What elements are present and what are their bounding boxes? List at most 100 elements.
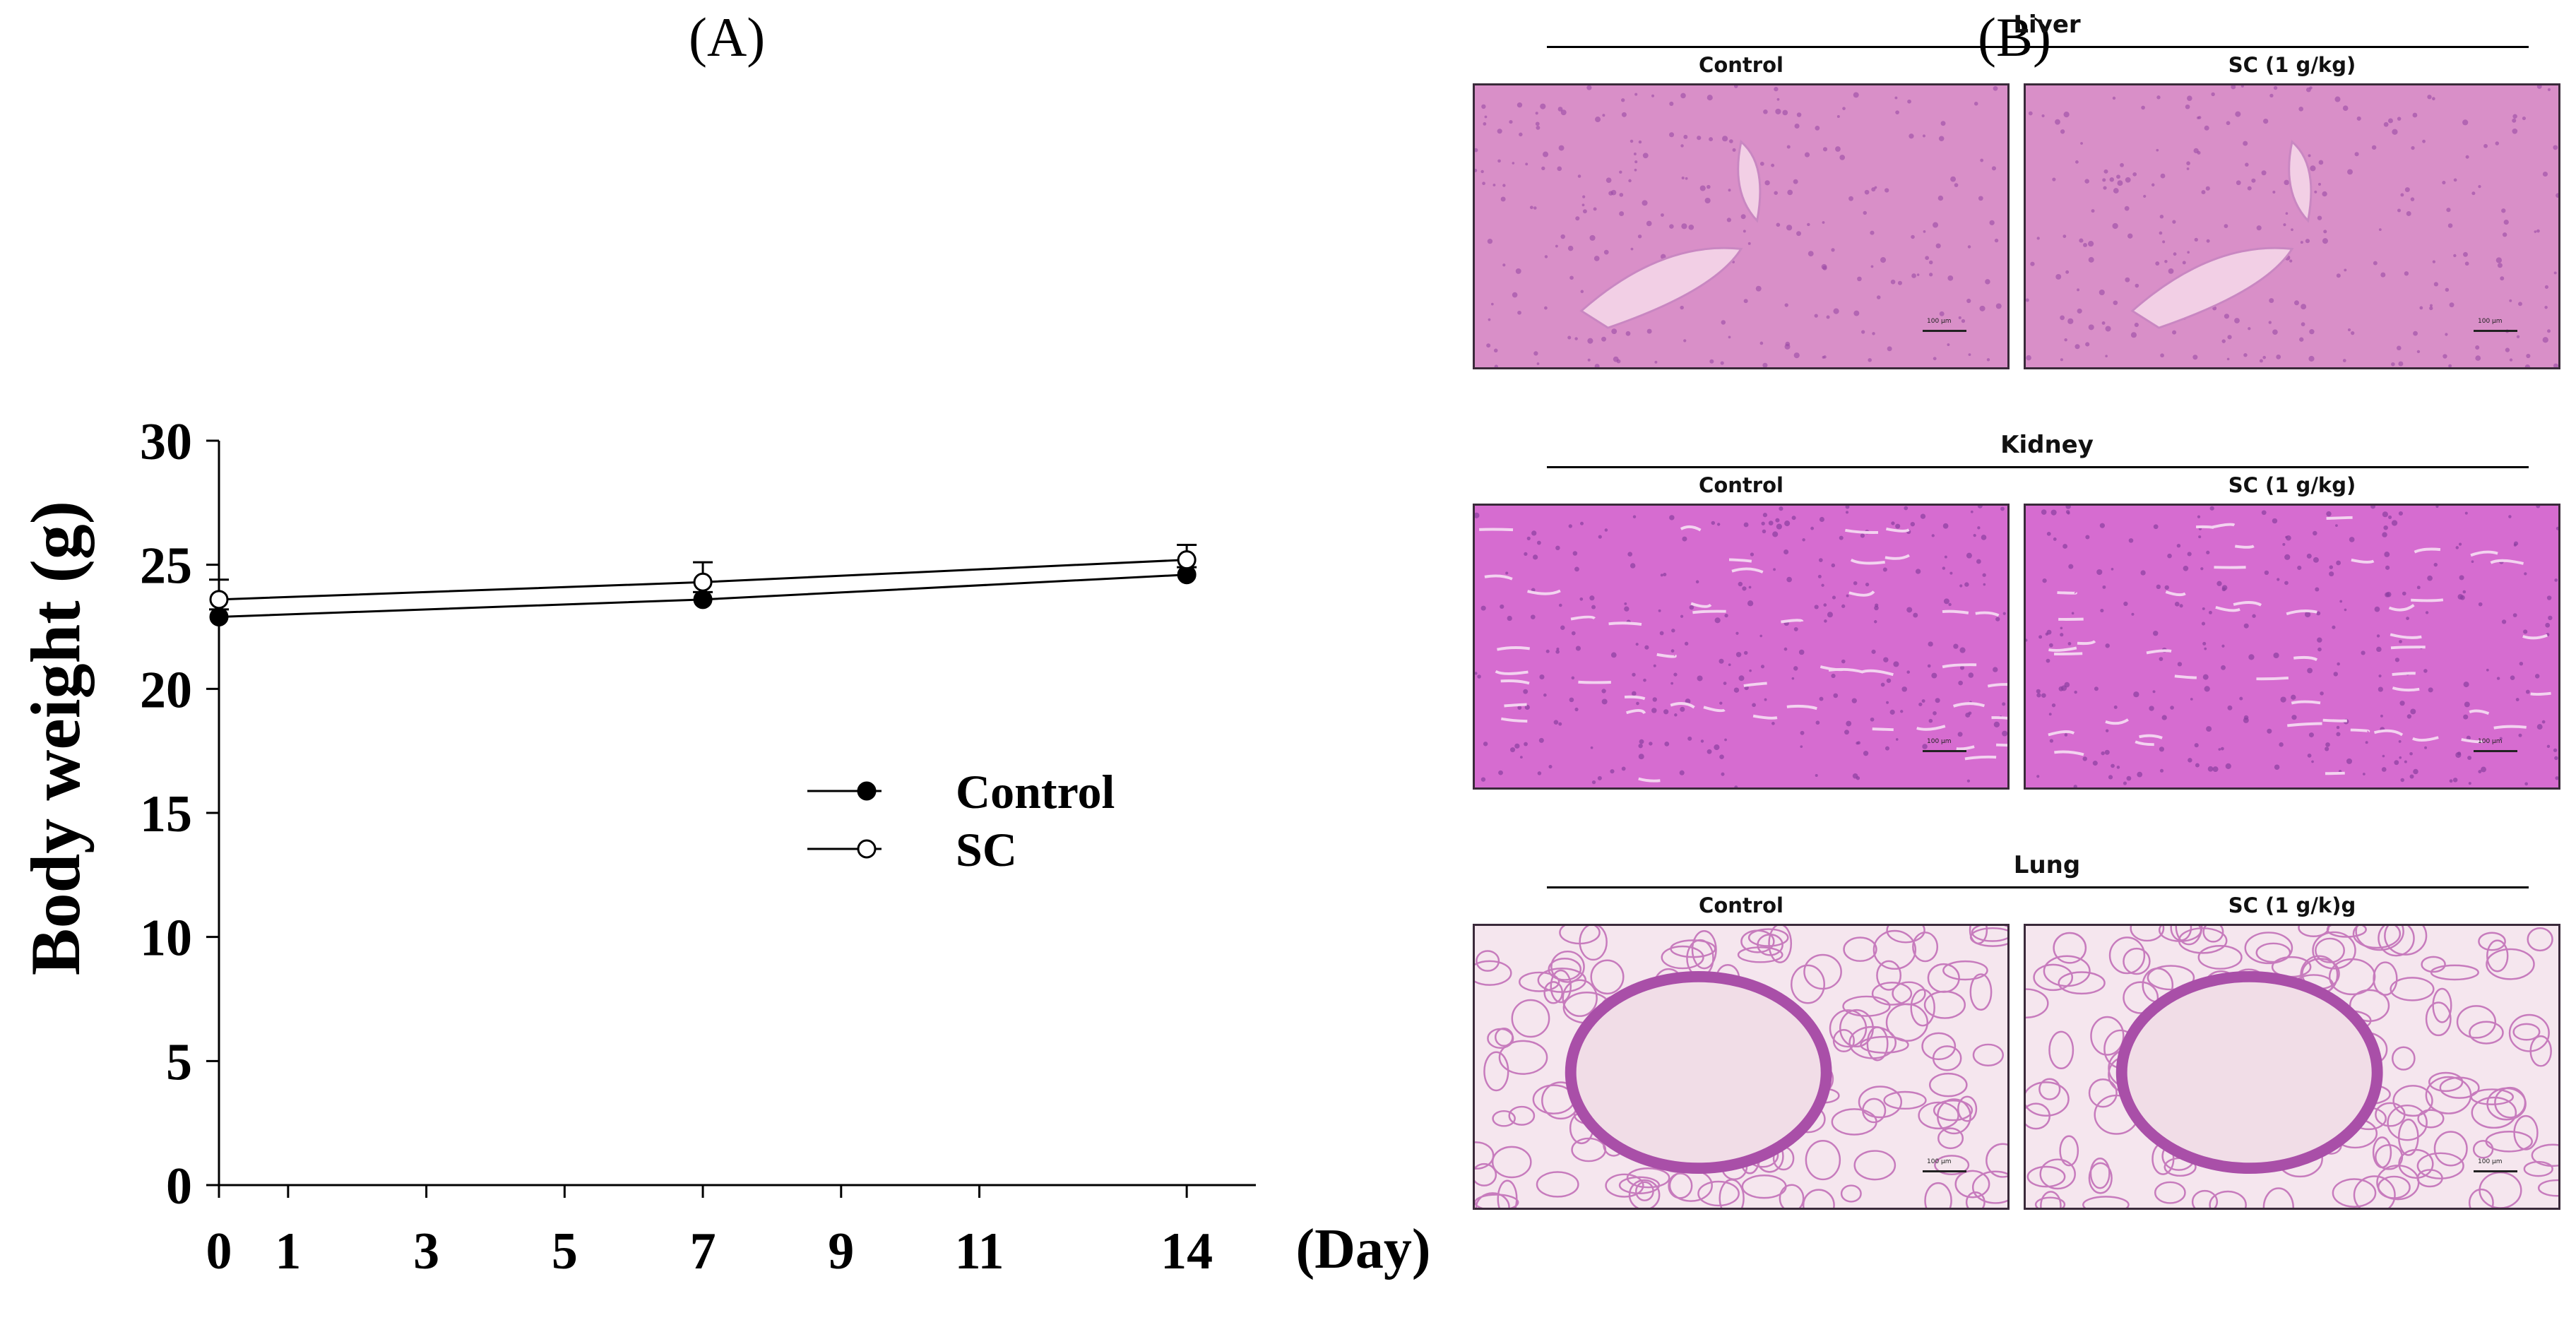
nucleus: [1935, 698, 1940, 703]
nucleus: [1743, 522, 1749, 528]
nucleus: [2495, 257, 2503, 263]
alveolus: [2421, 956, 2446, 973]
scale-bar-label: 100 μm: [1927, 1158, 1952, 1165]
tubule-lumen: [2373, 729, 2404, 737]
tubule-lumen: [1731, 567, 1764, 573]
nucleus: [1663, 709, 1669, 715]
nucleus: [2220, 747, 2224, 751]
nucleus: [2209, 506, 2214, 511]
nucleus: [1747, 242, 1751, 245]
nucleus: [1505, 571, 1509, 575]
nucleus: [2036, 775, 2040, 778]
nucleus: [1743, 299, 1748, 304]
nucleus: [1616, 359, 1621, 364]
tubule-lumen: [1479, 528, 1514, 532]
nucleus: [2272, 329, 2278, 335]
nucleus: [2501, 208, 2506, 213]
histology-image-lung-control: 100 μm: [1473, 924, 2010, 1210]
nucleus: [1870, 265, 1874, 268]
nucleus: [2289, 259, 2293, 263]
nucleus: [1545, 649, 1550, 653]
nucleus: [2391, 362, 2395, 367]
nucleus: [1531, 530, 1537, 536]
nucleus: [1577, 174, 1581, 178]
nucleus: [1802, 538, 1805, 542]
nucleus: [2064, 338, 2067, 342]
nucleus: [1556, 647, 1560, 651]
nucleus: [2541, 720, 2546, 724]
nucleus: [1497, 129, 1502, 134]
alveolus: [1839, 1009, 1874, 1048]
nucleus: [2182, 261, 2186, 265]
nucleus: [2243, 717, 2249, 723]
nucleus: [2088, 241, 2094, 247]
nucleus: [1498, 770, 1503, 775]
nucleus: [1895, 110, 1899, 114]
nucleus: [1791, 677, 1795, 680]
nucleus: [1726, 218, 1731, 222]
nucleus: [1846, 720, 1852, 727]
tissue-background: [2026, 85, 2558, 367]
alveolus: [2026, 988, 2049, 1019]
alveolus: [1757, 934, 1783, 956]
tubule-lumen: [2490, 559, 2524, 565]
section-title-liver: Liver: [2013, 11, 2081, 39]
alveolus: [1934, 1155, 1970, 1175]
nucleus: [1569, 275, 1574, 280]
nucleus: [1734, 785, 1738, 787]
nucleus: [1636, 701, 1639, 706]
nucleus: [1591, 780, 1596, 785]
nucleus: [1814, 605, 1819, 609]
tissue-micrograph: [1475, 85, 2007, 367]
nucleus: [1841, 604, 1846, 608]
nucleus: [2101, 321, 2106, 325]
nucleus: [1762, 513, 1768, 518]
nucleus: [1515, 268, 1521, 274]
nucleus: [2478, 602, 2483, 607]
nucleus: [1587, 358, 1591, 362]
nucleus: [2536, 724, 2543, 730]
alveolus: [2425, 1001, 2452, 1037]
nucleus: [2263, 118, 2269, 124]
nucleus: [1821, 263, 1827, 270]
nucleus: [1572, 551, 1578, 556]
alveolus: [1511, 999, 1550, 1038]
nucleus: [2067, 318, 2074, 324]
nucleus: [1821, 583, 1824, 587]
nucleus: [1555, 545, 1560, 551]
nucleus: [2301, 322, 2305, 326]
nucleus: [2478, 770, 2482, 773]
nucleus: [1669, 132, 1675, 138]
nucleus: [2336, 732, 2341, 737]
nucleus: [2284, 554, 2291, 560]
nucleus: [1760, 665, 1765, 669]
nucleus: [1491, 302, 1494, 306]
nucleus: [1593, 207, 1597, 211]
alveolus: [2373, 961, 2398, 996]
nucleus: [1796, 112, 1802, 117]
nucleus: [1679, 770, 1685, 775]
nucleus: [1928, 641, 1933, 647]
nucleus: [1768, 521, 1774, 525]
nucleus: [1953, 643, 1959, 649]
alveolus: [1924, 1182, 1952, 1208]
tubule-lumen: [2293, 655, 2318, 662]
nucleus: [2336, 725, 2340, 730]
nucleus: [1625, 331, 1631, 336]
nucleus: [2325, 747, 2329, 751]
alveolus: [1853, 1150, 1897, 1181]
nucleus: [2397, 208, 2401, 213]
nucleus: [2315, 587, 2320, 592]
alveolus: [2392, 1085, 2433, 1117]
nucleus: [1575, 216, 1580, 221]
nucleus: [2300, 241, 2303, 244]
nucleus: [1949, 571, 1953, 575]
nucleus: [1582, 195, 1586, 198]
alveolus: [2026, 1165, 2066, 1188]
nucleus: [1558, 145, 1565, 151]
data-point-sc: [693, 572, 713, 592]
nucleus: [1685, 177, 1688, 180]
nucleus: [2502, 232, 2507, 237]
nucleus: [1680, 305, 1684, 310]
nucleus: [1895, 523, 1901, 529]
